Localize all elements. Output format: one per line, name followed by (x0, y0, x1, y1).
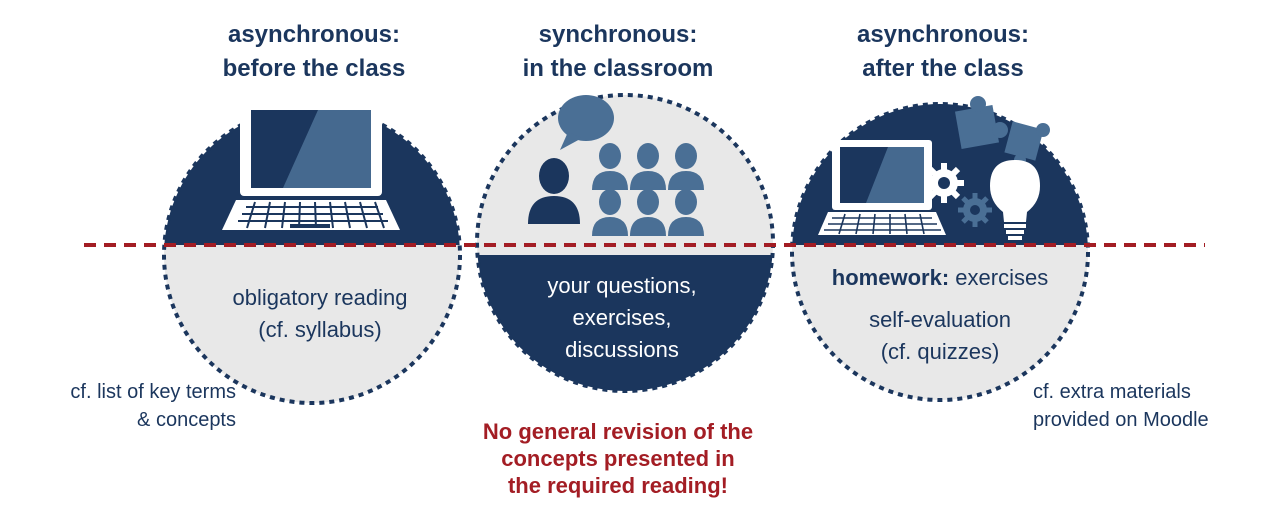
note-line: provided on Moodle (1033, 409, 1209, 431)
middle-circle-text: your questions, exercises, discussions (477, 270, 767, 366)
circle-line: (cf. quizzes) (880, 339, 1000, 364)
students-icon (592, 143, 704, 236)
note-line: cf. list of key terms (70, 381, 236, 403)
warning-line: the required reading! (507, 473, 729, 498)
left-circle-text: obligatory reading (cf. syllabus) (170, 282, 470, 346)
circle-line: your questions, (547, 273, 697, 298)
heading-after-class: asynchronous: after the class (783, 18, 1103, 86)
warning-line: concepts presented in (501, 446, 735, 471)
heading-before-class: asynchronous: before the class (154, 18, 474, 86)
heading-line: asynchronous: (227, 21, 401, 48)
heading-in-classroom: synchronous: in the classroom (458, 18, 778, 86)
puzzle-icon (954, 96, 1050, 166)
lightbulb-icon (990, 160, 1040, 240)
heading-line: after the class (862, 55, 1024, 82)
circle-line: exercises, (572, 305, 672, 330)
speech-bubble-icon (558, 95, 614, 150)
heading-line: asynchronous: (856, 21, 1030, 48)
warning-text: No general revision of the concepts pres… (430, 418, 806, 499)
circle-line: obligatory reading (232, 285, 408, 310)
note-line: cf. extra materials (1033, 381, 1191, 403)
heading-line: synchronous: (538, 21, 698, 48)
right-circle-text: homework: exercises self-evaluation (cf.… (790, 262, 1090, 368)
gear-icon (958, 193, 992, 227)
homework-text: exercises (949, 265, 1049, 290)
circle-line: self-evaluation (869, 307, 1011, 332)
laptop-icon (222, 100, 400, 230)
warning-line: No general revision of the (482, 419, 754, 444)
note-line: & concepts (137, 409, 236, 431)
gear-icon (924, 163, 964, 203)
note-extra-materials: cf. extra materials provided on Moodle (1033, 378, 1258, 434)
circle-line: (cf. syllabus) (258, 317, 382, 342)
circle-line: discussions (565, 337, 679, 362)
homework-line: homework: exercises (790, 262, 1090, 294)
heading-line: before the class (222, 55, 406, 82)
homework-label: homework: (831, 265, 950, 290)
note-key-terms: cf. list of key terms & concepts (6, 378, 236, 434)
heading-line: in the classroom (522, 55, 714, 82)
laptop-icon (818, 140, 946, 235)
teacher-icon (528, 158, 580, 224)
